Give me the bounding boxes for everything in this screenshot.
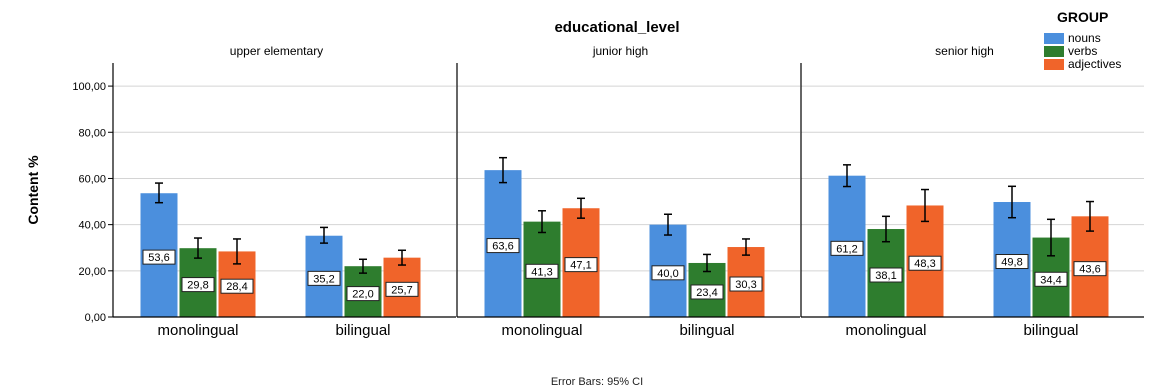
data-label-box	[690, 284, 724, 300]
data-label-box	[385, 281, 419, 297]
y-tick-label: 40,00	[78, 220, 106, 232]
error-bar	[359, 258, 367, 274]
legend-label-verbs: verbs	[1068, 44, 1097, 58]
y-tick-label: 20,00	[78, 266, 106, 278]
error-bar	[921, 188, 929, 223]
data-label: 63,6	[492, 241, 513, 253]
data-label-box	[908, 255, 942, 271]
data-label-box	[830, 240, 864, 256]
legend-swatch-adjectives	[1044, 59, 1064, 70]
data-label: 28,4	[226, 281, 247, 293]
data-label-box	[1073, 261, 1107, 277]
data-label: 49,8	[1001, 257, 1022, 269]
error-bar	[194, 237, 202, 259]
error-bar	[742, 238, 750, 256]
error-bar	[233, 238, 241, 265]
chart-title: educational_level	[554, 19, 679, 36]
legend-swatch-verbs	[1044, 46, 1064, 57]
x-tick-label: bilingual	[679, 322, 734, 339]
data-label: 35,2	[313, 273, 334, 285]
data-label: 43,6	[1079, 264, 1100, 276]
x-tick-label: monolingual	[502, 322, 583, 339]
error-bar	[1047, 218, 1055, 257]
y-tick-label: 60,00	[78, 173, 106, 185]
data-label: 22,0	[352, 289, 373, 301]
x-tick-label: bilingual	[335, 322, 390, 339]
data-label: 47,1	[570, 260, 591, 272]
x-tick-label: bilingual	[1023, 322, 1078, 339]
panel-title: junior high	[592, 44, 648, 58]
error-bar	[155, 182, 163, 204]
data-label-box	[651, 265, 685, 281]
y-axis-label: Content %	[25, 155, 41, 225]
legend-label-adjectives: adjectives	[1068, 57, 1121, 71]
panel-upper-elementary: upper elementary 53,6 35,2 29,8 22,0 28,4 25,7…	[112, 44, 456, 339]
data-label-box	[346, 286, 380, 302]
data-label: 30,3	[735, 279, 756, 291]
legend-title: GROUP	[1057, 9, 1108, 25]
legend-swatch-nouns	[1044, 33, 1064, 44]
panel-title: upper elementary	[230, 44, 323, 58]
y-tick-label: 100,00	[72, 81, 106, 93]
data-label: 29,8	[187, 280, 208, 292]
panel-senior-high: senior high 61,2 49,8 38,1 34,4 48,3 43,6 monol…	[800, 44, 1144, 339]
y-tick-label: 80,00	[78, 127, 106, 139]
error-bar	[499, 156, 507, 184]
data-label: 53,6	[148, 252, 169, 264]
data-label: 61,2	[836, 243, 857, 255]
data-label: 41,3	[531, 266, 552, 278]
data-label-box	[181, 277, 215, 293]
error-bar	[843, 164, 851, 188]
error-bar	[1008, 185, 1016, 219]
data-label-box	[1034, 271, 1068, 287]
data-label-box	[869, 267, 903, 283]
data-label-box	[729, 276, 763, 292]
legend-label-nouns: nouns	[1068, 31, 1101, 45]
data-label-box	[525, 263, 559, 279]
error-bar	[320, 226, 328, 244]
data-label-box	[142, 249, 176, 265]
plot-panels: 0,00 20,00 40,00 60,00 80,00 100,00 upper elem…	[72, 44, 1144, 339]
data-label: 23,4	[696, 287, 717, 299]
panel-junior-high: junior high 63,6 40,0 41,3 23,4 47,1 30,3 monol…	[456, 44, 800, 339]
data-label: 40,0	[657, 268, 678, 280]
error-bar	[882, 215, 890, 243]
error-bar	[577, 197, 585, 219]
panel-title: senior high	[935, 44, 994, 58]
error-bar	[1086, 200, 1094, 232]
data-label-box	[220, 278, 254, 294]
data-label-box	[307, 270, 341, 286]
error-bar	[398, 249, 406, 266]
error-bar	[664, 213, 672, 236]
chart-footer: Error Bars: 95% CI	[551, 376, 643, 388]
data-label: 38,1	[875, 270, 896, 282]
x-tick-label: monolingual	[846, 322, 927, 339]
data-label-box	[486, 238, 520, 254]
data-label-box	[995, 254, 1029, 270]
data-label: 34,4	[1040, 274, 1061, 286]
data-label: 48,3	[914, 258, 935, 270]
data-label-box	[564, 257, 598, 273]
error-bar	[538, 210, 546, 234]
data-label: 25,7	[391, 284, 412, 296]
y-tick-label: 0,00	[85, 312, 106, 324]
x-tick-label: monolingual	[158, 322, 239, 339]
error-bar	[703, 253, 711, 273]
